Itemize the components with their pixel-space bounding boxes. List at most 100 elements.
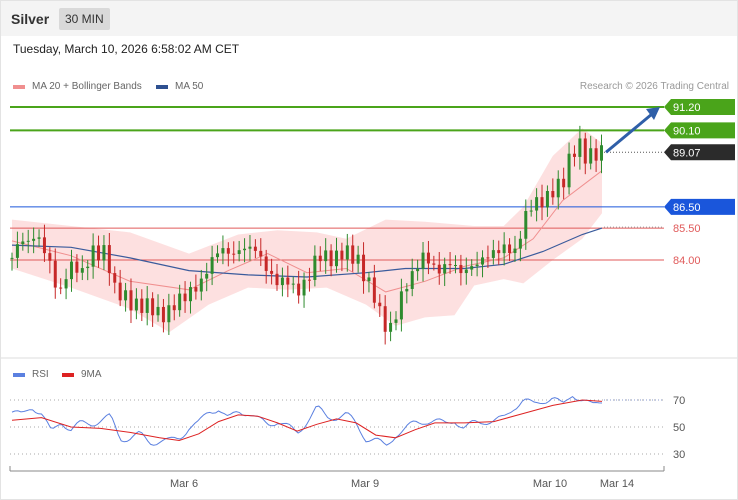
legend-rsi-ma: 9MA (62, 369, 102, 380)
candle-body (145, 298, 149, 313)
candle-body (226, 248, 230, 254)
candle (405, 283, 409, 304)
candle (21, 232, 25, 251)
candle (572, 145, 576, 167)
candle (275, 263, 279, 291)
candle-body (405, 288, 409, 292)
candle (351, 234, 355, 272)
candle-body (107, 245, 111, 274)
candle-body (113, 273, 117, 283)
legend-ma20: MA 20 + Bollinger Bands (13, 81, 142, 92)
candle (389, 311, 393, 342)
rsi-panel: 70 50 30 (10, 395, 685, 461)
bollinger-band (12, 128, 602, 333)
candle (556, 170, 560, 210)
candle (124, 282, 128, 312)
legend-ma20-swatch (13, 84, 25, 89)
candle-body (394, 319, 398, 323)
candle (161, 298, 165, 333)
timestamp: Tuesday, March 10, 2026 6:58:02 AM CET (13, 42, 240, 56)
candle-body (562, 178, 566, 188)
candle-body (210, 257, 214, 274)
candles (10, 125, 604, 345)
candle (481, 250, 485, 278)
candle (210, 245, 214, 286)
candle (280, 267, 284, 297)
candle-body (578, 138, 582, 157)
candle-body (53, 260, 57, 288)
legend-rsi: RSI (13, 369, 49, 380)
candle-body (156, 306, 160, 316)
candle-body (540, 197, 544, 208)
candle-body (464, 269, 468, 274)
candle (497, 240, 501, 265)
candle (372, 264, 376, 309)
candle (156, 294, 160, 322)
candle-body (572, 153, 576, 157)
candle-body (270, 270, 274, 274)
candle-body (188, 287, 192, 302)
candle-body (151, 298, 155, 316)
candle (91, 233, 95, 279)
level-91.20: 91.20 (10, 99, 735, 115)
instrument-title: Silver (11, 11, 50, 27)
rsi-tick-label: 50 (673, 422, 685, 434)
level-tag-label: 89.07 (673, 147, 701, 159)
rsi-ma-line (11, 399, 603, 442)
candle-body (80, 268, 84, 273)
candle-body (421, 252, 425, 269)
level-90.10: 90.10 (10, 122, 735, 139)
level-tag (664, 122, 735, 139)
level-89.07: 89.07 (604, 144, 735, 161)
candle (253, 239, 257, 259)
candle (594, 139, 598, 172)
candle (470, 259, 474, 276)
ma20-line (11, 170, 603, 293)
candle (551, 178, 555, 205)
candle-body (410, 271, 414, 289)
candle (178, 284, 182, 317)
candle (502, 232, 506, 266)
projection-arrow (605, 112, 653, 154)
candle (562, 167, 566, 200)
candle-body (307, 279, 311, 281)
candle (432, 255, 436, 271)
candle (26, 229, 30, 254)
candle (221, 235, 225, 265)
level-tag-label: 90.10 (673, 125, 701, 137)
candle-body (26, 240, 30, 242)
candle (286, 265, 290, 298)
candle-body (286, 277, 290, 285)
candle (134, 288, 138, 320)
level-tag-label: 91.20 (673, 102, 701, 114)
candle (270, 258, 274, 285)
level-tag-label: 86.50 (673, 202, 701, 214)
candle (513, 235, 517, 262)
candle-body (491, 250, 495, 258)
candle (64, 268, 68, 300)
candle-body (518, 238, 522, 249)
candle-body (221, 248, 225, 254)
candle-body (21, 241, 25, 245)
candle (75, 254, 79, 283)
legend-ma50-label: MA 50 (175, 81, 204, 92)
candle (324, 238, 328, 274)
candle (518, 230, 522, 262)
rsi-tick-label: 30 (673, 449, 685, 461)
candle-body (345, 245, 349, 260)
candle-body (237, 250, 241, 254)
candle (340, 242, 344, 272)
candle-body (297, 283, 301, 296)
projection-arrowhead (646, 107, 660, 120)
x-tick-label: Mar 10 (533, 478, 567, 490)
candle (399, 278, 403, 332)
candle-body (280, 277, 284, 286)
candle (226, 242, 230, 267)
candle-body (129, 290, 133, 311)
candle-body (551, 191, 555, 198)
level-tag (664, 99, 735, 115)
candle (183, 281, 187, 313)
timeframe-badge[interactable]: 30 MIN (59, 8, 110, 30)
candle-body (275, 273, 279, 286)
candle (243, 238, 247, 263)
